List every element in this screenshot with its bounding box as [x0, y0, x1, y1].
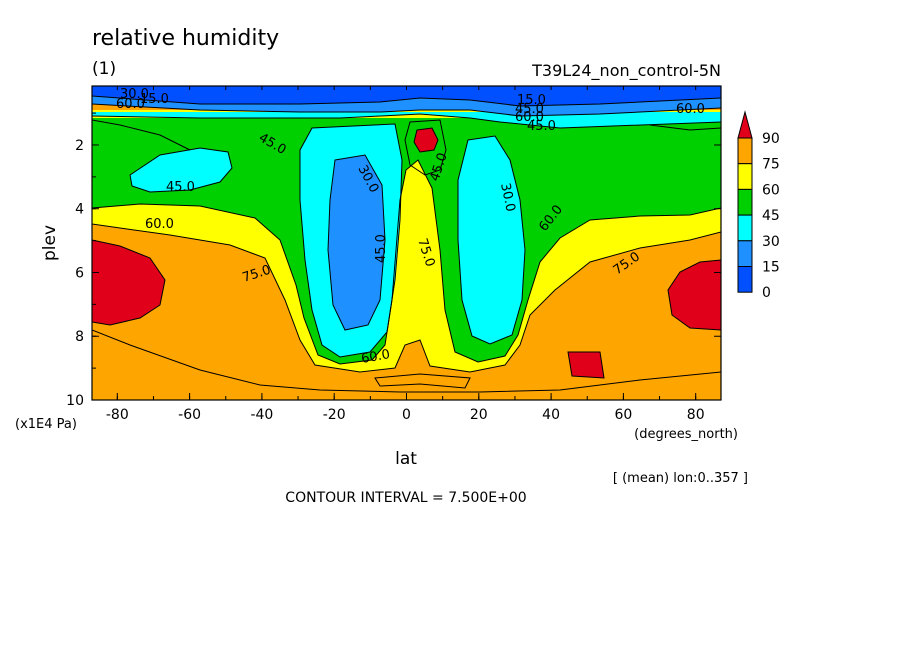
colorbar-label: 75 [762, 157, 780, 173]
chart-title: relative humidity [92, 26, 279, 51]
x-tick-label: 20 [470, 407, 488, 423]
contour-interval-note: CONTOUR INTERVAL = 7.500E+00 [285, 490, 526, 506]
y-tick-label: 2 [75, 138, 84, 154]
red-max-sw [92, 240, 165, 325]
x-tick-label: -80 [106, 407, 129, 423]
colorbar-label: 90 [762, 131, 780, 147]
y-axis: 2 4 6 8 10 [66, 112, 721, 409]
x-axis-label: lat [395, 449, 417, 469]
contour-field: 15.0 60.0 45.0 30.0 45.0 60.0 75.0 45.0 … [92, 86, 721, 400]
band-30-45-nw [130, 148, 232, 192]
colorbar-swatch [737, 266, 753, 293]
contour-label: 30.0 [497, 182, 518, 213]
band-15-30-core [328, 155, 385, 330]
y-tick-label: 10 [66, 393, 84, 409]
colorbar-swatch [737, 137, 753, 165]
colorbar-label: 30 [762, 234, 780, 250]
colorbar-swatch [737, 188, 753, 216]
x-tick-label: -20 [323, 407, 346, 423]
contour-label: 60.0 [515, 110, 544, 125]
red-max-ne [668, 260, 721, 330]
contour-lines [92, 95, 721, 393]
contour-label: 45.0 [374, 234, 389, 263]
x-tick-label: 40 [542, 407, 560, 423]
colorbar-label: 45 [762, 208, 780, 224]
y-tick-label: 4 [75, 202, 84, 218]
averaging-note: [ (mean) lon:0..357 ] [613, 471, 748, 486]
x-tick-label: 60 [614, 407, 632, 423]
colorbar-swatch [737, 163, 753, 190]
contour-label: 60.0 [116, 97, 145, 112]
contour-label: 60.0 [360, 347, 391, 367]
y-axis-label: plev [40, 225, 60, 261]
x-axis-unit: (degrees_north) [634, 427, 738, 442]
x-axis: -80 -60 -40 -20 0 20 40 60 80 [106, 86, 705, 423]
band-15-30-top [92, 96, 721, 116]
x-tick-label: 0 [402, 407, 411, 423]
y-tick-label: 8 [75, 329, 84, 345]
colorbar-swatch [737, 214, 753, 242]
band-30-45-top [92, 112, 721, 128]
contour-label: 30.0 [120, 87, 149, 102]
colorbar: 90 75 60 45 30 15 0 [737, 110, 780, 301]
x-tick-label: 80 [687, 407, 705, 423]
band-30-45-east [458, 136, 525, 344]
x-tick-label: -40 [250, 407, 273, 423]
red-max-box [568, 352, 604, 378]
band-0-15-top [92, 86, 721, 106]
red-max-equator [414, 128, 438, 152]
chart-subtitle: (1) [92, 59, 116, 79]
colorbar-label: 60 [762, 182, 780, 198]
contour-label: 15.0 [140, 92, 169, 107]
run-label: T39L24_non_control-5N [531, 61, 721, 81]
y-tick-label: 6 [75, 265, 84, 281]
contour-label: 45.0 [527, 119, 556, 134]
contour-label: 60.0 [145, 217, 174, 232]
contour-label: 45.0 [166, 180, 195, 195]
colorbar-label: 15 [762, 260, 780, 276]
colorbar-arrow [737, 110, 753, 139]
x-tick-label: -60 [178, 407, 201, 423]
colorbar-swatch [737, 240, 753, 268]
colorbar-label: 0 [762, 285, 771, 301]
band-45-60 [92, 118, 721, 364]
contour-label: 15.0 [517, 93, 546, 108]
y-axis-unit: (x1E4 Pa) [15, 417, 77, 432]
contour-label: 45.0 [515, 102, 544, 117]
contour-label: 60.0 [676, 102, 705, 117]
